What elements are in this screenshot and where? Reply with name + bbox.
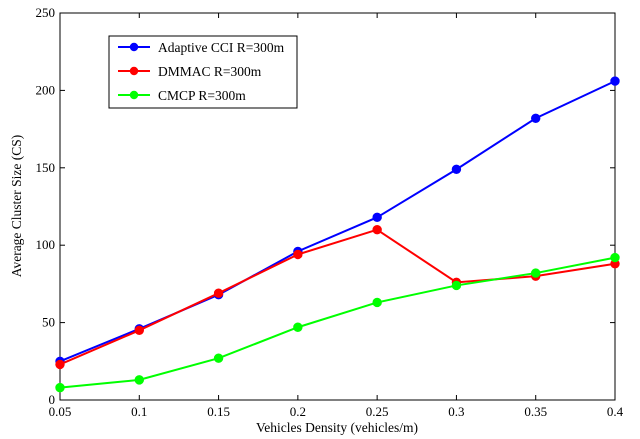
legend: Adaptive CCI R=300m DMMAC R=300m CMCP R=30… <box>108 35 298 109</box>
legend-label: CMCP R=300m <box>158 88 246 103</box>
data-point <box>134 325 144 336</box>
legend-swatch-marker <box>129 66 139 76</box>
legend-label: DMMAC R=300m <box>158 64 262 79</box>
y-axis: 0 50 100 150 200 250 <box>36 5 615 407</box>
y-tick-label: 150 <box>36 160 56 175</box>
series-layer <box>55 76 620 393</box>
legend-item: Adaptive CCI R=300m <box>118 40 285 55</box>
data-point <box>55 359 65 370</box>
data-point <box>531 268 541 278</box>
data-point <box>531 113 541 123</box>
legend-swatch-marker <box>129 42 139 52</box>
series-line <box>59 228 616 366</box>
data-point <box>451 280 462 291</box>
data-point <box>134 375 144 385</box>
series-line <box>59 256 616 389</box>
series-1 <box>55 225 620 370</box>
data-point <box>293 322 303 332</box>
data-point <box>372 225 382 235</box>
x-tick-label: 0.25 <box>366 404 389 419</box>
y-tick-label: 200 <box>36 82 56 97</box>
data-point <box>213 353 224 363</box>
x-tick-label: 0.05 <box>49 404 72 419</box>
data-point <box>451 164 462 175</box>
x-tick-label: 0.1 <box>131 404 147 419</box>
data-point <box>293 249 303 260</box>
x-tick-label: 0.15 <box>207 404 230 419</box>
y-tick-label: 100 <box>36 237 56 252</box>
x-axis: 0.05 0.1 0.15 0.2 0.25 0.3 0.35 0.4 <box>49 13 624 419</box>
legend-swatch-marker <box>129 90 139 100</box>
data-point <box>610 252 620 263</box>
legend-item: CMCP R=300m <box>118 88 246 103</box>
y-tick-label: 250 <box>36 5 56 20</box>
y-tick-label: 0 <box>49 392 56 407</box>
x-tick-label: 0.4 <box>607 404 624 419</box>
data-point <box>610 76 620 86</box>
data-point <box>372 297 382 308</box>
data-point <box>213 288 224 298</box>
x-tick-label: 0.2 <box>290 404 306 419</box>
y-axis-label: Average Cluster Size (CS) <box>9 135 24 278</box>
data-point <box>55 382 65 393</box>
series-2 <box>55 252 620 393</box>
x-tick-label: 0.3 <box>448 404 464 419</box>
y-tick-label: 50 <box>42 315 55 330</box>
data-point <box>372 212 382 223</box>
x-axis-label: Vehicles Density (vehicles/m) <box>256 420 418 435</box>
legend-item: DMMAC R=300m <box>118 64 262 79</box>
x-tick-label: 0.35 <box>524 404 547 419</box>
legend-label: Adaptive CCI R=300m <box>158 40 285 55</box>
